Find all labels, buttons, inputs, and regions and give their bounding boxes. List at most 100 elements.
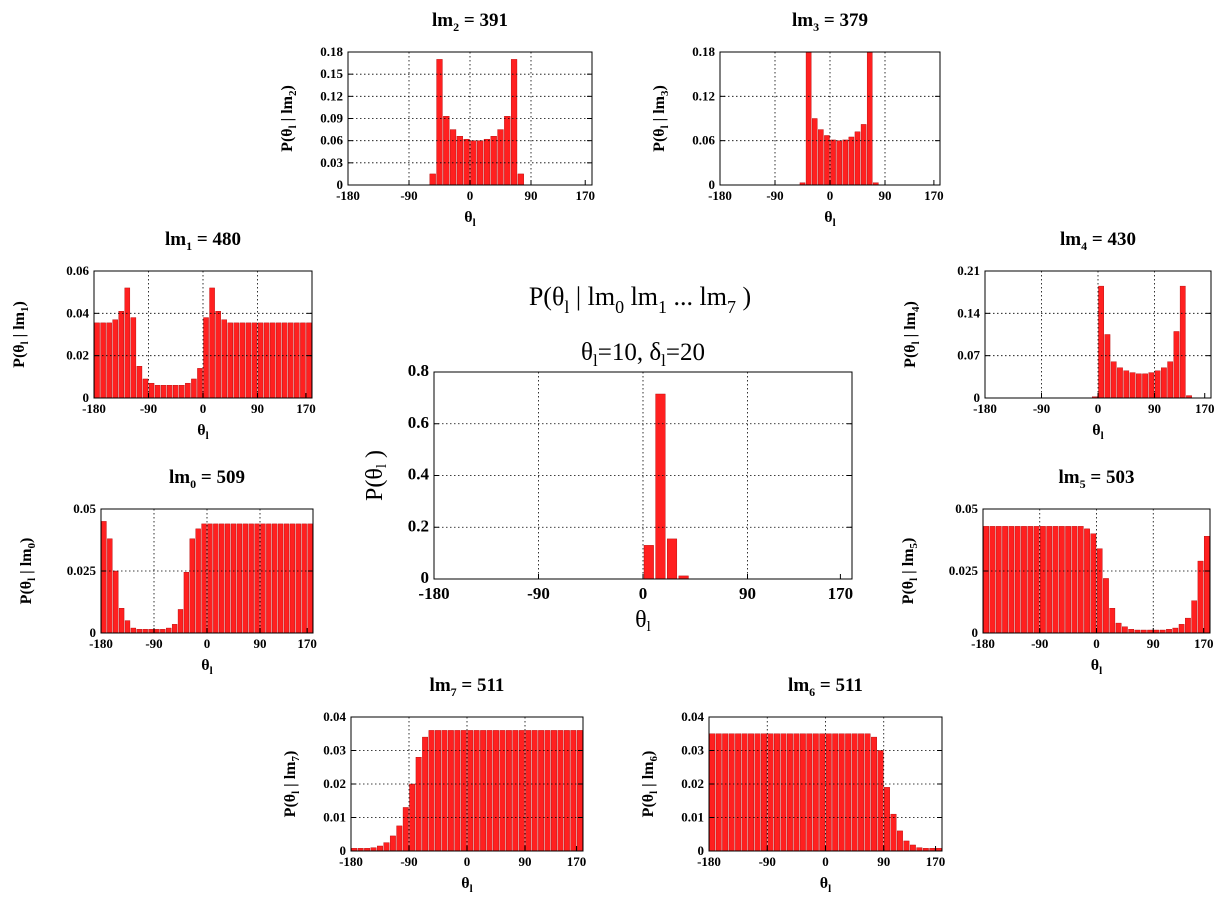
bar-lm1 (251, 322, 258, 399)
bar-lm7 (473, 730, 480, 852)
grid-lm7 (351, 717, 583, 851)
bar-lm6 (780, 733, 787, 852)
x-axis-label-lm7: θl (461, 875, 472, 895)
bar-lm4 (1173, 331, 1180, 399)
bar-lm3 (824, 135, 830, 186)
x-tick-label: -180 (418, 584, 449, 603)
x-axis-label-lm2: θl (464, 209, 475, 229)
x-tick-label: -180 (82, 401, 106, 416)
chart-lm7: 0 0.01 0.02 0.03 0.04 -180 -90 0 90 170 lm7 = 511 θ… (282, 675, 586, 895)
y-tick-label: 0.025 (949, 563, 979, 578)
bar-lm6 (890, 813, 897, 852)
grid-lm1 (94, 271, 312, 398)
bar-lm7 (467, 730, 474, 852)
bar-lm5 (1172, 627, 1179, 634)
y-tick-label: 0.06 (320, 133, 343, 148)
bar-lm0 (183, 572, 190, 634)
bar-lm5 (1008, 526, 1015, 634)
bar-lm0 (307, 523, 313, 634)
bar-lm1 (203, 317, 209, 399)
x-tick-label: -90 (140, 401, 157, 416)
bar-lm5 (1002, 526, 1008, 634)
bar-lm1 (94, 322, 100, 399)
x-tick-label: -90 (766, 188, 783, 203)
bar-lm4 (1117, 367, 1123, 399)
x-tick-label: -180 (971, 636, 995, 651)
bar-lm4 (1179, 285, 1186, 399)
bars-lm0 (101, 521, 313, 634)
y-tick-label: 0.03 (323, 743, 346, 758)
chart-lm1: 0 0.02 0.04 0.06 -180 -90 0 90 170 lm1 = 480 θl P(θ… (11, 229, 316, 442)
x-tick-label: 90 (1148, 401, 1161, 416)
bars-lm7 (351, 730, 583, 852)
y-tick-label: 0 (90, 625, 97, 640)
y-tick-label: 0.06 (692, 133, 715, 148)
grid-lm5 (983, 509, 1210, 633)
bar-lm4 (1123, 370, 1130, 399)
bar-lm0 (166, 627, 172, 634)
bar-lm7 (454, 730, 461, 852)
x-axis-label-lm4: θl (1092, 422, 1103, 442)
chart-lm6: 0 0.01 0.02 0.03 0.04 -180 -90 0 90 170 lm6 = 511 θ… (640, 675, 945, 895)
grid-lm0 (101, 509, 313, 633)
bar-lm2 (490, 136, 497, 186)
x-tick-label: 0 (639, 584, 648, 603)
chart-posterior: 0 0.2 0.4 0.6 0.8 -180 -90 0 90 170 θl=10, δl=20 θl… (362, 339, 853, 635)
bar-lm7 (493, 730, 499, 852)
chart-lm3: 0 0.06 0.12 0.18 -180 -90 0 90 170 lm3 = 379 θl P(θ… (651, 10, 944, 229)
bar-lm5 (1096, 548, 1103, 634)
x-axis-label-lm0: θl (201, 657, 212, 677)
bar-lm5 (1109, 608, 1116, 634)
y-tick-label: 0.06 (66, 263, 89, 278)
bar-lm0 (148, 629, 154, 634)
bar-lm2 (510, 59, 518, 186)
x-tick-label: 170 (575, 188, 595, 203)
chart-title-lm0: lm0 = 509 (169, 467, 245, 491)
bar-lm5 (1185, 617, 1191, 634)
x-tick-label: 170 (926, 854, 946, 869)
chart-title-lm1: lm1 = 480 (165, 229, 241, 253)
bar-lm7 (505, 730, 512, 852)
bar-lm7 (512, 730, 519, 852)
y-axis-label-lm5: P(θl | lm5) (900, 538, 920, 605)
x-tick-label: 90 (525, 188, 538, 203)
x-tick-label: 0 (827, 188, 834, 203)
ticks-lm5: 0 0.025 0.05 -180 -90 0 90 170 (949, 501, 1214, 651)
bar-lm7 (480, 730, 487, 852)
bar-lm6 (858, 733, 865, 852)
bar-lm1 (130, 317, 137, 399)
bar-lm3 (848, 136, 855, 186)
bar-lm4 (1135, 373, 1142, 399)
bar-lm2 (483, 138, 491, 186)
bar-lm4 (1167, 361, 1174, 399)
bar-lm5 (1203, 536, 1210, 634)
y-axis-label-lm3: P(θl | lm3) (651, 85, 671, 152)
bar-lm7 (377, 845, 383, 852)
bar-lm7 (544, 730, 551, 852)
bar-lm3 (836, 140, 842, 186)
chart-title-posterior: θl=10, δl=20 (581, 339, 705, 370)
y-tick-label: 0.18 (692, 44, 715, 59)
chart-title-lm6: lm6 = 511 (788, 675, 863, 699)
y-tick-label: 0.12 (692, 88, 715, 103)
x-tick-label: 90 (519, 854, 532, 869)
y-tick-label: 0.02 (323, 776, 346, 791)
bar-lm1 (282, 322, 288, 399)
x-tick-label: 0 (467, 188, 474, 203)
ticks-lm3: 0 0.06 0.12 0.18 -180 -90 0 90 170 (692, 44, 943, 203)
bar-lm3 (860, 124, 867, 186)
chart-title-lm3: lm3 = 379 (792, 10, 868, 34)
bar-lm1 (173, 385, 179, 399)
ticks-lm0: 0 0.025 0.05 -180 -90 0 90 170 (67, 501, 317, 651)
bar-lm1 (233, 322, 240, 399)
bar-lm6 (838, 733, 845, 852)
bar-lm7 (563, 730, 570, 852)
y-tick-label: 0.18 (320, 44, 343, 59)
bar-lm4 (1154, 370, 1161, 399)
bar-lm1 (306, 322, 312, 399)
bar-lm0 (289, 523, 296, 634)
bar-lm7 (557, 730, 564, 852)
bar-lm0 (201, 523, 207, 634)
ticks-lm6: 0 0.01 0.02 0.03 0.04 -180 -90 0 90 170 (681, 709, 945, 869)
